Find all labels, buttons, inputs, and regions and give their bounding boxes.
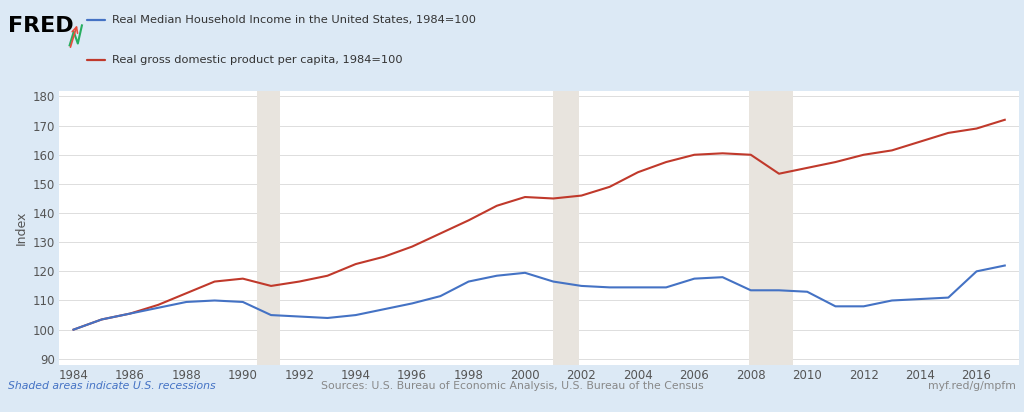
- Text: Sources: U.S. Bureau of Economic Analysis, U.S. Bureau of the Census: Sources: U.S. Bureau of Economic Analysi…: [321, 381, 703, 391]
- Bar: [749, 91, 794, 365]
- Text: Shaded areas indicate U.S. recessions: Shaded areas indicate U.S. recessions: [8, 381, 216, 391]
- Text: myf.red/g/mpfm: myf.red/g/mpfm: [928, 381, 1016, 391]
- Text: Real Median Household Income in the United States, 1984=100: Real Median Household Income in the Unit…: [112, 15, 475, 25]
- Text: FRED: FRED: [8, 16, 74, 36]
- Y-axis label: Index: Index: [14, 211, 28, 245]
- Text: Real gross domestic product per capita, 1984=100: Real gross domestic product per capita, …: [112, 55, 402, 65]
- Bar: [553, 91, 580, 365]
- Bar: [257, 91, 281, 365]
